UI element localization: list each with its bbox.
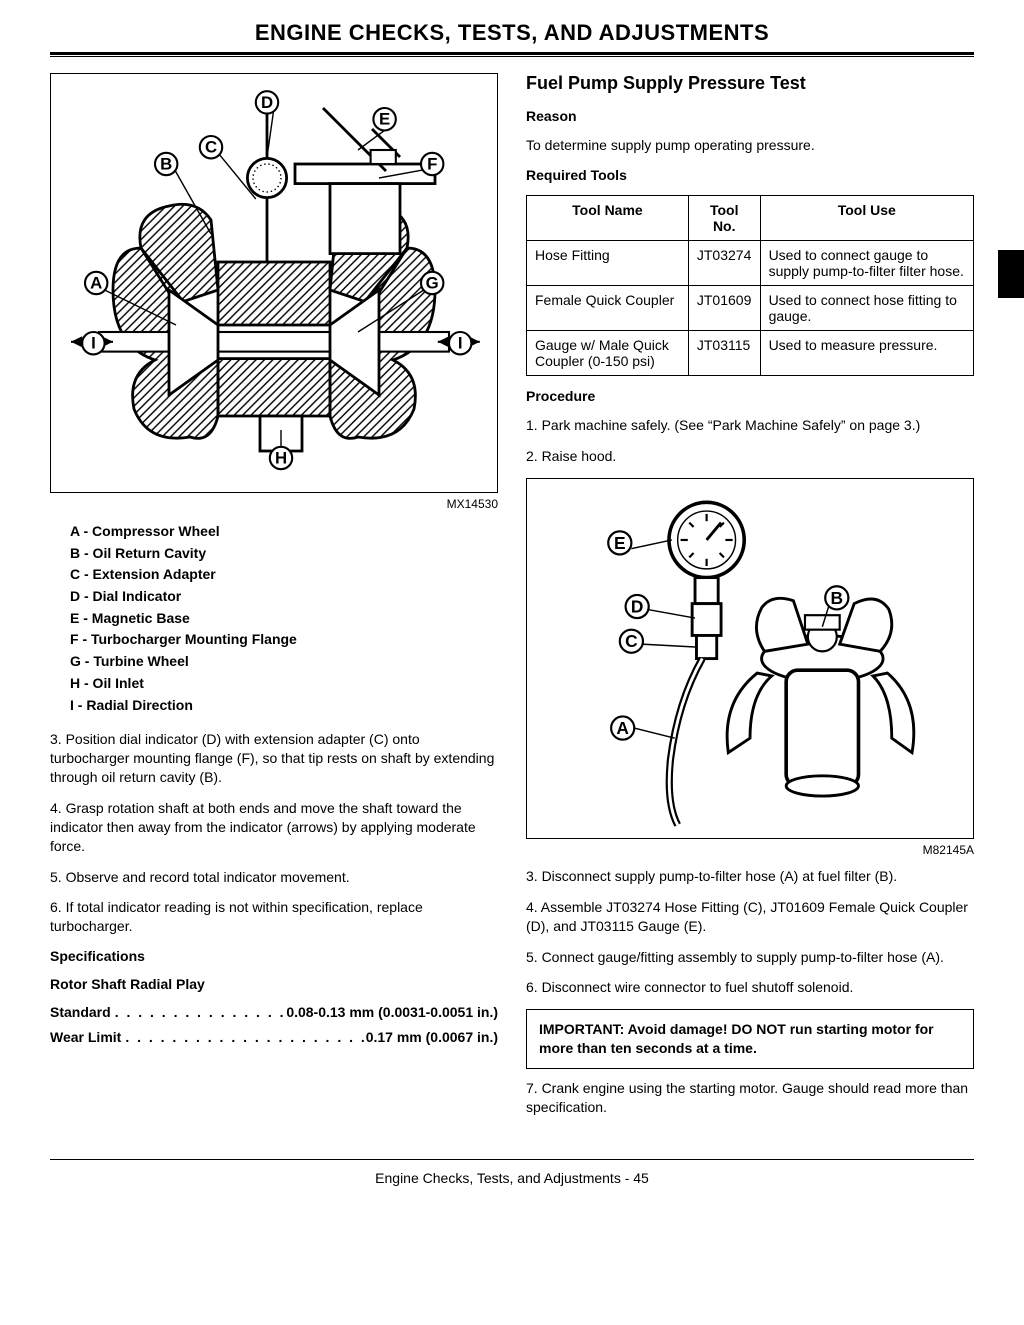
svg-text:B: B bbox=[160, 155, 172, 174]
svg-text:I: I bbox=[91, 334, 96, 353]
spec-row: Wear Limit . . . . . . . . . . . . . . .… bbox=[50, 1029, 498, 1046]
legend-item: H - Oil Inlet bbox=[70, 673, 498, 695]
svg-text:F: F bbox=[427, 155, 437, 174]
proc-step-4: 4. Assemble JT03274 Hose Fitting (C), JT… bbox=[526, 898, 974, 936]
figure-2-id: M82145A bbox=[526, 843, 974, 857]
table-header: Tool No. bbox=[688, 195, 760, 240]
step-6: 6. If total indicator reading is not wit… bbox=[50, 898, 498, 936]
table-cell: JT01609 bbox=[688, 285, 760, 330]
title-rule bbox=[50, 52, 974, 57]
two-column-layout: ABCDEFGHII MX14530 A - Compressor WheelB… bbox=[50, 73, 974, 1129]
legend-item: G - Turbine Wheel bbox=[70, 651, 498, 673]
step-5: 5. Observe and record total indicator mo… bbox=[50, 868, 498, 887]
table-cell: JT03274 bbox=[688, 240, 760, 285]
svg-text:E: E bbox=[379, 110, 390, 129]
table-cell: Hose Fitting bbox=[527, 240, 689, 285]
section-title: Fuel Pump Supply Pressure Test bbox=[526, 73, 974, 94]
important-lead: IMPORTANT: Avoid damage! bbox=[539, 1021, 728, 1037]
step-3: 3. Position dial indicator (D) with exte… bbox=[50, 730, 498, 787]
table-row: Female Quick CouplerJT01609Used to conne… bbox=[527, 285, 974, 330]
svg-text:B: B bbox=[831, 588, 844, 608]
svg-text:C: C bbox=[205, 138, 217, 157]
svg-text:D: D bbox=[261, 93, 273, 112]
legend-item: B - Oil Return Cavity bbox=[70, 543, 498, 565]
proc-step-1: 1. Park machine safely. (See “Park Machi… bbox=[526, 416, 974, 435]
left-column: A B C D E F G H I I MX14530 A - Compressor WheelB… bbox=[50, 73, 498, 1129]
legend-item: I - Radial Direction bbox=[70, 695, 498, 717]
table-row: Gauge w/ Male Quick Coupler (0-150 psi)J… bbox=[527, 330, 974, 375]
legend-item: F - Turbocharger Mounting Flange bbox=[70, 629, 498, 651]
table-row: Hose FittingJT03274Used to connect gauge… bbox=[527, 240, 974, 285]
tools-heading: Required Tools bbox=[526, 167, 974, 183]
legend-item: C - Extension Adapter bbox=[70, 564, 498, 586]
table-header: Tool Use bbox=[760, 195, 973, 240]
svg-text:D: D bbox=[631, 596, 644, 616]
svg-text:A: A bbox=[616, 718, 629, 738]
table-cell: JT03115 bbox=[688, 330, 760, 375]
thumb-tab bbox=[998, 250, 1024, 298]
page-title: ENGINE CHECKS, TESTS, AND ADJUSTMENTS bbox=[50, 20, 974, 52]
table-cell: Gauge w/ Male Quick Coupler (0-150 psi) bbox=[527, 330, 689, 375]
figure-2: A B CD E bbox=[526, 478, 974, 839]
proc-step-5: 5. Connect gauge/fitting assembly to sup… bbox=[526, 948, 974, 967]
specifications-heading: Specifications bbox=[50, 948, 498, 964]
svg-text:A: A bbox=[90, 274, 102, 293]
tools-table: Tool NameTool No.Tool Use Hose FittingJT… bbox=[526, 195, 974, 376]
spec-rows: Standard . . . . . . . . . . . . . . . .… bbox=[50, 1004, 498, 1046]
figure-1: A B C D E F G H I I bbox=[50, 73, 498, 493]
proc-step-3: 3. Disconnect supply pump-to-filter hose… bbox=[526, 867, 974, 886]
reason-heading: Reason bbox=[526, 108, 974, 124]
legend-item: D - Dial Indicator bbox=[70, 586, 498, 608]
page-footer: Engine Checks, Tests, and Adjustments - … bbox=[50, 1159, 974, 1186]
proc-step-6: 6. Disconnect wire connector to fuel shu… bbox=[526, 978, 974, 997]
table-cell: Used to measure pressure. bbox=[760, 330, 973, 375]
figure-1-id: MX14530 bbox=[50, 497, 498, 511]
figure-1-legend: A - Compressor WheelB - Oil Return Cavit… bbox=[70, 521, 498, 716]
procedure-heading: Procedure bbox=[526, 388, 974, 404]
step-4: 4. Grasp rotation shaft at both ends and… bbox=[50, 799, 498, 856]
proc-step-2: 2. Raise hood. bbox=[526, 447, 974, 466]
fuel-pump-diagram: A B CD E bbox=[533, 485, 967, 832]
svg-text:I: I bbox=[458, 334, 463, 353]
right-column: Fuel Pump Supply Pressure Test Reason To… bbox=[526, 73, 974, 1129]
svg-text:G: G bbox=[426, 274, 439, 293]
legend-item: E - Magnetic Base bbox=[70, 608, 498, 630]
proc-step-7: 7. Crank engine using the starting motor… bbox=[526, 1079, 974, 1117]
reason-text: To determine supply pump operating press… bbox=[526, 136, 974, 155]
table-cell: Used to connect gauge to supply pump-to-… bbox=[760, 240, 973, 285]
legend-item: A - Compressor Wheel bbox=[70, 521, 498, 543]
table-header: Tool Name bbox=[527, 195, 689, 240]
spec-row: Standard . . . . . . . . . . . . . . . .… bbox=[50, 1004, 498, 1021]
svg-text:C: C bbox=[625, 631, 638, 651]
spec-sub-heading: Rotor Shaft Radial Play bbox=[50, 976, 498, 992]
turbocharger-diagram: A B C D E F G H I I bbox=[57, 80, 491, 486]
important-box: IMPORTANT: Avoid damage! DO NOT run star… bbox=[526, 1009, 974, 1069]
svg-text:E: E bbox=[614, 533, 626, 553]
table-cell: Female Quick Coupler bbox=[527, 285, 689, 330]
table-cell: Used to connect hose fitting to gauge. bbox=[760, 285, 973, 330]
svg-text:H: H bbox=[275, 449, 287, 468]
